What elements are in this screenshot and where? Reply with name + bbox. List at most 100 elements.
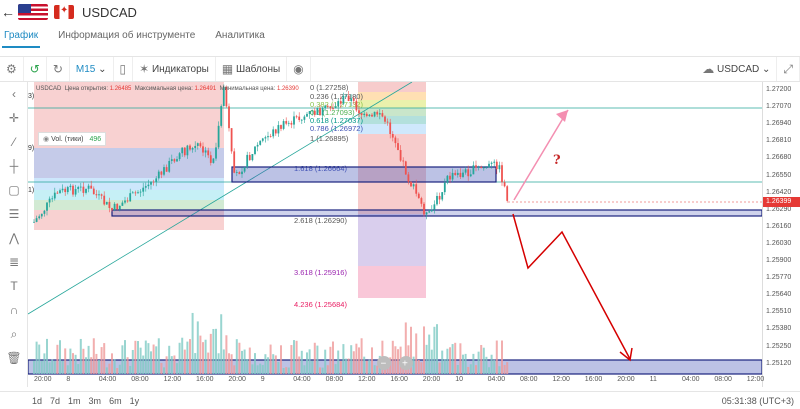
gear-icon: ⚙ xyxy=(6,62,17,76)
candle-body xyxy=(126,200,129,202)
price-chart[interactable]: 3) 9) 1) 0 (1.27258) 0.236 (1.27180) 0.382… xyxy=(28,82,762,387)
delete-tool[interactable]: 🗑 xyxy=(0,346,28,370)
volume-bar xyxy=(326,365,329,374)
period-1d[interactable]: 1d xyxy=(32,395,43,406)
chart-canvas[interactable]: 3) 9) 1) 0 (1.27258)0.236 (1.27180)0.382… xyxy=(28,82,762,387)
bearish-scenario-arrow[interactable] xyxy=(512,213,631,360)
support-zone[interactable] xyxy=(111,209,762,217)
volume-bar xyxy=(365,360,368,374)
timeframe-select[interactable]: M15 ⌄ xyxy=(70,57,114,81)
volume-bar xyxy=(329,346,332,374)
candle-body xyxy=(199,143,202,147)
candle-body xyxy=(443,182,446,193)
price-axis[interactable]: 1.27200 1.27070 1.26940 1.26810 1.26680 1.265… xyxy=(762,82,800,387)
indicators-icon: ✶ xyxy=(139,62,150,76)
trend-line[interactable] xyxy=(28,82,413,315)
volume-legend[interactable]: ◉ Vol. (тики) 496 xyxy=(38,132,107,146)
period-7d[interactable]: 7d xyxy=(50,395,61,406)
fullscreen-button[interactable]: ⤢ xyxy=(777,57,800,81)
candle-body xyxy=(378,113,381,115)
volume-bar xyxy=(74,354,77,374)
pattern-tool[interactable]: ⋀ xyxy=(0,226,28,250)
legend-open-value: 1.26485 xyxy=(109,86,132,92)
volume-bar xyxy=(209,333,212,374)
volume-bar xyxy=(425,344,428,374)
candle-body xyxy=(87,185,90,189)
templates-button[interactable]: ▦ Шаблоны xyxy=(216,57,288,81)
volume-bar xyxy=(139,347,142,374)
candle-body xyxy=(334,106,337,109)
indicators-button[interactable]: ✶ Индикаторы xyxy=(133,57,216,81)
candle-body xyxy=(129,193,132,202)
channel-tool[interactable]: ☰ xyxy=(0,202,28,226)
line-tool[interactable]: ⁄ xyxy=(0,130,28,154)
horizontal-line-tool[interactable]: ┼ xyxy=(0,154,28,178)
time-tick-label: 16:00 xyxy=(390,376,408,383)
resistance-zone[interactable] xyxy=(231,166,497,183)
zoom-in-button[interactable] xyxy=(399,356,413,370)
volume-bar xyxy=(495,340,498,374)
volume-bar xyxy=(111,353,113,374)
settings-button[interactable]: ⚙ xyxy=(0,57,24,81)
volume-bar xyxy=(360,338,363,374)
bullish-scenario-arrow[interactable] xyxy=(513,109,569,201)
time-tick-label: 20:00 xyxy=(422,376,441,383)
chart-type-button[interactable]: ▯ xyxy=(114,57,134,81)
candle-body xyxy=(329,106,332,109)
legend-open-label: Цена открытия: xyxy=(64,86,109,92)
time-tick-label: 9 xyxy=(260,376,265,383)
volume-bar xyxy=(155,346,158,374)
candle-body xyxy=(202,146,204,153)
chevron-down-icon: ⌄ xyxy=(762,63,771,75)
candle-body xyxy=(189,145,191,150)
price-tick-label: 1.26160 xyxy=(766,222,792,230)
candle-body xyxy=(467,169,470,177)
candle-body xyxy=(389,122,392,135)
candle-body xyxy=(53,192,56,199)
candle-body xyxy=(428,211,431,213)
undo-icon: ↺ xyxy=(29,62,40,76)
magnet-tool[interactable]: ∩ xyxy=(0,298,28,322)
volume-bar xyxy=(311,360,314,374)
fib-zone-left-green xyxy=(34,200,224,210)
rectangle-tool[interactable]: ▢ xyxy=(0,178,28,202)
time-axis[interactable]: 20:00 8 04:00 08:00 12:00 16:00 20:00 9 04:00 08:… xyxy=(28,376,764,387)
candle-body xyxy=(441,192,444,200)
period-6m[interactable]: 6m xyxy=(109,395,122,406)
zoom-tool[interactable]: ⌕ xyxy=(0,322,28,346)
period-1m[interactable]: 1m xyxy=(68,395,81,406)
collapse-button[interactable]: ‹ xyxy=(0,82,28,106)
fib-zone-left-blue xyxy=(34,148,224,178)
candle-body xyxy=(243,167,246,172)
undo-button[interactable]: ↺ xyxy=(24,57,47,81)
volume-bar xyxy=(196,321,199,374)
fibonacci-tool[interactable]: ≣ xyxy=(0,250,28,274)
volume-bar xyxy=(464,353,467,374)
candle-body xyxy=(303,116,306,120)
candle-body xyxy=(113,203,116,210)
crosshair-icon: ✛ xyxy=(8,111,20,125)
candle-body xyxy=(46,202,48,211)
zoom-out-button[interactable] xyxy=(377,356,391,370)
tab-instrument-info[interactable]: Информация об инструменте xyxy=(58,30,196,41)
symbol-select[interactable]: ☁ USDCAD ⌄ xyxy=(696,57,778,81)
legend-symbol: USDCAD xyxy=(36,86,62,92)
period-1y[interactable]: 1y xyxy=(129,395,140,406)
tab-chart[interactable]: График xyxy=(2,26,41,48)
volume-bar xyxy=(246,359,249,374)
candle-body xyxy=(282,121,285,129)
candle-body xyxy=(404,161,407,175)
fib-level-label: 0.618 (1.27037) xyxy=(310,116,363,125)
volume-bar xyxy=(376,365,379,374)
crosshair-tool[interactable]: ✛ xyxy=(0,106,28,130)
text-tool[interactable]: T xyxy=(0,274,28,298)
redo-button[interactable]: ↻ xyxy=(47,57,70,81)
time-tick-label: 12:00 xyxy=(358,376,376,383)
volume-bar xyxy=(454,342,457,374)
volume-bar xyxy=(48,362,51,374)
arrow-left-icon[interactable]: ← xyxy=(1,4,15,20)
candle-body xyxy=(342,95,345,104)
screenshot-button[interactable]: ◉ xyxy=(287,57,311,81)
period-3m[interactable]: 3m xyxy=(88,395,102,406)
tab-analytics[interactable]: Аналитика xyxy=(215,30,265,41)
